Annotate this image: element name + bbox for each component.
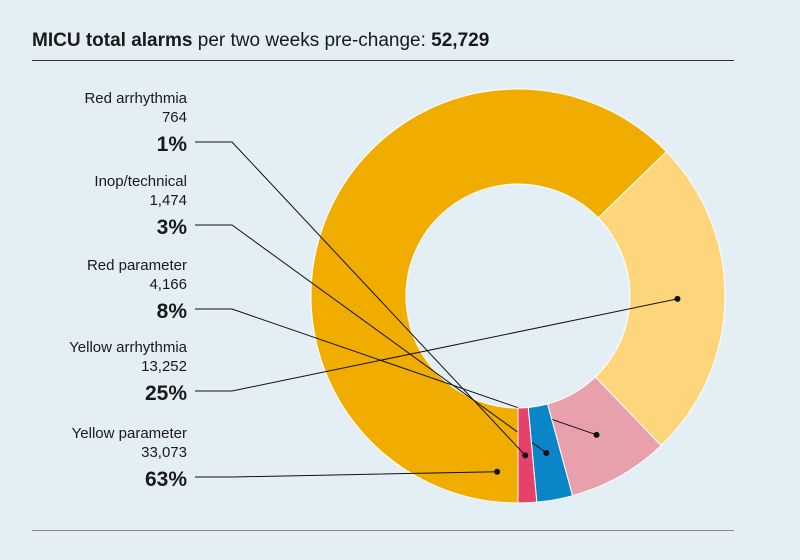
leader-dot xyxy=(522,452,529,459)
chart-title: MICU total alarms per two weeks pre-chan… xyxy=(32,30,489,52)
slice-label-name: Inop/technical xyxy=(94,173,187,190)
slice-label-name: Yellow parameter xyxy=(72,425,187,442)
slice-label-percent: 8% xyxy=(157,300,188,323)
label-group: Yellow parameter 33,073 63% xyxy=(72,425,188,491)
leader-dot xyxy=(494,468,501,475)
slice-yellow-parameter xyxy=(310,88,668,504)
leader-line xyxy=(195,308,597,436)
leader-line xyxy=(195,298,678,392)
top-divider xyxy=(32,60,734,61)
bottom-divider xyxy=(32,530,734,531)
slice-label-name: Red arrhythmia xyxy=(84,90,187,107)
slice-label-percent: 1% xyxy=(157,133,188,156)
label-group: Inop/technical 1,474 3% xyxy=(94,173,187,239)
slice-label-count: 4,166 xyxy=(149,276,187,293)
slice-label-count: 1,474 xyxy=(149,192,187,209)
slice-label-percent: 25% xyxy=(145,382,187,405)
slice-label-count: 13,252 xyxy=(141,358,187,375)
slice-label-count: 33,073 xyxy=(141,444,187,461)
label-group: Red arrhythmia 764 1% xyxy=(84,90,187,156)
slice-yellow-arrhythmia xyxy=(594,150,726,447)
leader-dot xyxy=(543,449,550,456)
slice-label-percent: 63% xyxy=(145,468,187,491)
leader-dot xyxy=(593,431,600,438)
leader-line xyxy=(195,141,526,456)
slice-label-name: Yellow arrhythmia xyxy=(69,339,187,356)
label-group: Yellow arrhythmia 13,252 25% xyxy=(69,339,187,405)
title-total: 52,729 xyxy=(431,30,490,51)
leader-line xyxy=(195,224,547,454)
label-group: Red parameter 4,166 8% xyxy=(87,257,187,323)
title-bold: MICU total alarms xyxy=(32,30,193,51)
leader-line xyxy=(195,471,498,478)
leader-dot xyxy=(674,295,681,302)
title-rest: per two weeks pre-change: xyxy=(192,30,432,51)
slice-label-percent: 3% xyxy=(157,216,188,239)
slice-label-name: Red parameter xyxy=(87,257,187,274)
slice-label-count: 764 xyxy=(162,109,187,126)
